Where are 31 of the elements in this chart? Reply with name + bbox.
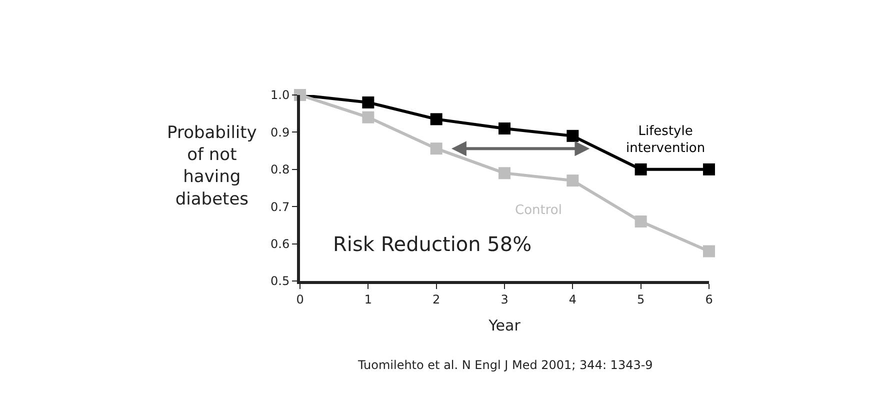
x-tick-label: 6 [705,292,713,306]
y-axis-title: Probability of not having diabetes [167,123,257,210]
text: Tuomilehto et al. N Engl J Med 2001; 344: 1343-9 [357,358,653,372]
y-tick-label: 0.7 [270,200,290,214]
point [498,122,510,134]
point [703,245,715,258]
y-tick-label: 0.6 [270,237,290,251]
x-tick-label: 3 [500,292,508,306]
point [566,174,579,187]
point [634,163,647,176]
y-tick-label: 0.5 [270,274,290,288]
x-tick-label: 4 [568,292,576,306]
point [498,167,510,180]
y-tick-label: 0.8 [270,162,290,177]
point [362,96,374,108]
x-tick-label: 1 [364,292,372,306]
y-tick-label: 1.0 [270,88,290,102]
y-tick-label: 0.9 [270,125,290,140]
series-label: Lifestyle intervention [626,124,706,156]
point [634,215,647,228]
point [430,142,442,155]
x-axis-title: Year [488,316,522,334]
x-tick-label: 2 [432,292,440,306]
x-tick-label: 5 [637,292,645,306]
point [566,130,579,142]
point [703,163,715,176]
x-tick-label: 0 [296,292,304,306]
point [362,111,374,124]
series-label: Control [515,203,562,218]
point [430,113,442,126]
annotation: Risk Reduction 58% [333,232,532,256]
